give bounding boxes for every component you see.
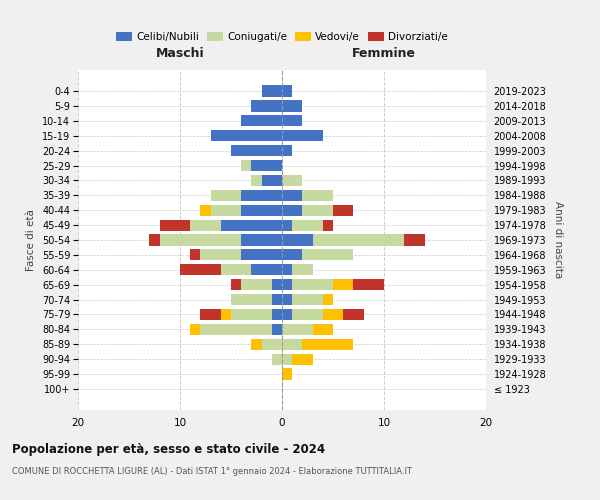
Bar — [302, 250, 353, 260]
Bar — [231, 145, 282, 156]
Bar — [200, 309, 221, 320]
Legend: Celibi/Nubili, Coniugati/e, Vedovi/e, Divorziati/e: Celibi/Nubili, Coniugati/e, Vedovi/e, Di… — [112, 28, 452, 46]
Bar — [343, 309, 364, 320]
Bar — [211, 204, 241, 216]
Bar — [292, 309, 323, 320]
Bar — [282, 190, 302, 201]
Text: Maschi: Maschi — [155, 47, 205, 60]
Bar — [333, 204, 353, 216]
Bar — [180, 264, 221, 276]
Bar — [272, 294, 282, 305]
Text: Femmine: Femmine — [352, 47, 416, 60]
Bar — [211, 130, 282, 141]
Bar — [282, 309, 292, 320]
Bar — [292, 220, 323, 230]
Bar — [282, 354, 292, 365]
Y-axis label: Anni di nascita: Anni di nascita — [553, 202, 563, 278]
Bar — [282, 368, 292, 380]
Bar — [262, 338, 282, 350]
Bar — [323, 220, 333, 230]
Bar — [404, 234, 425, 246]
Bar — [282, 279, 292, 290]
Bar — [241, 160, 251, 171]
Bar — [333, 279, 353, 290]
Bar — [282, 115, 302, 126]
Bar — [251, 264, 282, 276]
Bar — [241, 204, 282, 216]
Bar — [282, 338, 302, 350]
Bar — [272, 324, 282, 335]
Bar — [313, 324, 333, 335]
Bar — [282, 130, 323, 141]
Bar — [221, 220, 282, 230]
Bar — [282, 220, 292, 230]
Bar — [241, 250, 282, 260]
Bar — [302, 338, 353, 350]
Bar — [282, 250, 302, 260]
Text: Popolazione per età, sesso e stato civile - 2024: Popolazione per età, sesso e stato civil… — [12, 442, 325, 456]
Bar — [241, 115, 282, 126]
Y-axis label: Fasce di età: Fasce di età — [26, 209, 37, 271]
Bar — [200, 250, 241, 260]
Bar — [231, 309, 272, 320]
Bar — [282, 234, 313, 246]
Bar — [302, 204, 333, 216]
Bar — [292, 264, 313, 276]
Bar — [313, 234, 404, 246]
Bar — [323, 309, 343, 320]
Bar — [231, 279, 241, 290]
Bar — [190, 324, 200, 335]
Bar — [241, 234, 282, 246]
Bar — [190, 220, 221, 230]
Bar — [241, 190, 282, 201]
Bar — [292, 354, 313, 365]
Bar — [272, 354, 282, 365]
Bar — [323, 294, 333, 305]
Bar — [282, 204, 302, 216]
Bar — [353, 279, 384, 290]
Bar — [282, 145, 292, 156]
Bar — [282, 175, 302, 186]
Bar — [221, 264, 251, 276]
Bar — [160, 234, 241, 246]
Bar — [272, 279, 282, 290]
Bar — [292, 294, 323, 305]
Bar — [302, 190, 333, 201]
Bar — [282, 264, 292, 276]
Bar — [292, 279, 333, 290]
Text: COMUNE DI ROCCHETTA LIGURE (AL) - Dati ISTAT 1° gennaio 2024 - Elaborazione TUTT: COMUNE DI ROCCHETTA LIGURE (AL) - Dati I… — [12, 468, 412, 476]
Bar — [251, 100, 282, 112]
Bar — [262, 175, 282, 186]
Bar — [262, 86, 282, 96]
Bar — [200, 324, 272, 335]
Bar — [251, 160, 282, 171]
Bar — [231, 294, 272, 305]
Bar — [251, 338, 262, 350]
Bar — [221, 309, 231, 320]
Bar — [251, 175, 262, 186]
Bar — [282, 86, 292, 96]
Bar — [272, 309, 282, 320]
Bar — [149, 234, 160, 246]
Bar — [282, 324, 313, 335]
Bar — [160, 220, 190, 230]
Bar — [211, 190, 241, 201]
Bar — [282, 294, 292, 305]
Bar — [241, 279, 272, 290]
Bar — [282, 100, 302, 112]
Bar — [190, 250, 200, 260]
Bar — [200, 204, 211, 216]
